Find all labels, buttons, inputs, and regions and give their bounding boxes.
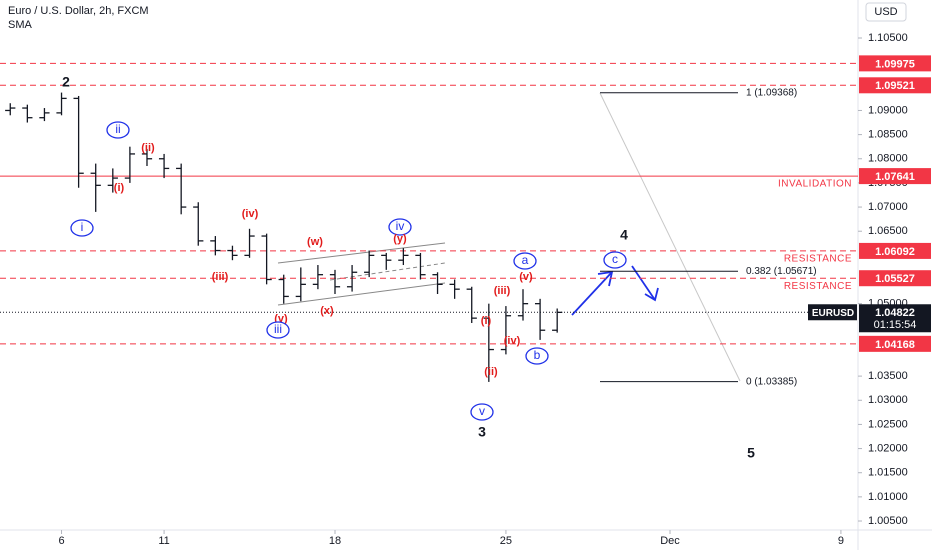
wave-circle	[106, 121, 130, 139]
x-tick-label: 18	[329, 535, 341, 547]
wave-label: (w)	[307, 236, 323, 248]
channel-line	[277, 242, 446, 264]
wave-label: (ii)	[141, 142, 155, 154]
x-tick-label: 25	[500, 535, 512, 547]
level-price-box	[859, 242, 931, 259]
level-price-label: 1.04168	[875, 339, 915, 351]
wave-label: (ii)	[484, 366, 498, 378]
wave-label: (x)	[320, 305, 334, 317]
wave-label: i	[81, 220, 84, 234]
level-note: RESISTANCE	[784, 254, 852, 265]
x-tick-label: 11	[158, 535, 169, 547]
fib-label: 0.382 (1.05671)	[746, 266, 817, 277]
symbol-box	[808, 304, 857, 321]
chart-title: Euro / U.S. Dollar, 2h, FXCM	[8, 5, 149, 17]
y-tick-label: 1.02000	[868, 442, 908, 454]
fib-label: 1 (1.09368)	[746, 87, 797, 98]
wave-label: (i)	[481, 315, 492, 327]
x-tick-label: 6	[58, 535, 64, 547]
wave-label: c	[612, 252, 618, 266]
y-tick-label: 1.01000	[868, 491, 908, 503]
wave-circle	[470, 403, 494, 421]
level-price-box	[859, 55, 931, 72]
arrow-head	[597, 270, 614, 287]
y-tick-label: 1.02500	[868, 418, 908, 430]
wave-label: iii	[274, 322, 282, 336]
level-note: INVALIDATION	[778, 179, 852, 190]
wave-label: iv	[396, 219, 405, 233]
countdown-label: 01:15:54	[874, 319, 917, 331]
level-price-label: 1.09975	[875, 58, 915, 70]
wave-label: 2	[62, 74, 70, 90]
wave-circle	[513, 252, 537, 270]
wave-label: (iv)	[504, 335, 521, 347]
y-tick-label: 1.06500	[868, 225, 908, 237]
indicator-label: SMA	[8, 19, 33, 31]
wave-circle	[388, 218, 412, 236]
level-price-label: 1.09521	[875, 80, 915, 92]
y-tick-label: 1.03000	[868, 394, 908, 406]
level-price-box	[859, 335, 931, 352]
level-price-box	[859, 168, 931, 185]
y-tick-label: 1.08500	[868, 129, 908, 141]
fib-diagonal	[599, 92, 741, 382]
wave-label: 4	[620, 227, 628, 243]
wave-label: (iii)	[494, 285, 511, 297]
level-note: RESISTANCE	[784, 281, 852, 292]
wave-circle	[70, 219, 94, 237]
y-tick-label: 1.03500	[868, 370, 908, 382]
currency-label: USD	[874, 6, 897, 18]
wave-circle	[603, 251, 627, 269]
level-price-box	[859, 270, 931, 287]
wave-label: a	[522, 253, 529, 267]
wave-label: (iii)	[212, 271, 229, 283]
currency-box[interactable]	[865, 2, 907, 22]
y-tick-label: 1.09000	[868, 104, 908, 116]
wave-label: (i)	[114, 182, 125, 194]
channel-mid-line	[329, 262, 446, 281]
last-price-label: 1.04822	[875, 307, 915, 319]
y-tick-label: 1.00500	[868, 515, 908, 527]
wave-circle	[266, 321, 290, 339]
symbol-label: EURUSD	[812, 308, 854, 319]
level-price-label: 1.05527	[875, 273, 915, 285]
wave-label: 3	[478, 424, 486, 440]
level-price-label: 1.06092	[875, 246, 915, 258]
channel-line	[277, 282, 446, 306]
x-tick-label: Dec	[660, 535, 680, 547]
y-tick-label: 1.07000	[868, 201, 908, 213]
y-tick-label: 1.01500	[868, 467, 908, 479]
wave-label: (iv)	[242, 208, 259, 220]
wave-label: v	[479, 404, 485, 418]
wave-circle	[525, 347, 549, 365]
y-tick-label: 1.10500	[868, 32, 908, 44]
wave-label: 5	[747, 445, 755, 461]
last-price-box	[859, 304, 931, 333]
level-price-box	[859, 77, 931, 94]
wave-label: (y)	[393, 233, 407, 245]
fib-label: 0 (1.03385)	[746, 376, 797, 387]
wave-label: (v)	[519, 271, 533, 283]
wave-label: b	[534, 348, 541, 362]
y-tick-label: 1.08000	[868, 153, 908, 165]
level-price-label: 1.07641	[875, 171, 915, 183]
arrow-head	[644, 287, 659, 302]
wave-label: ii	[115, 122, 120, 136]
arrow-up	[571, 271, 613, 316]
x-tick-label: 9	[838, 535, 844, 547]
